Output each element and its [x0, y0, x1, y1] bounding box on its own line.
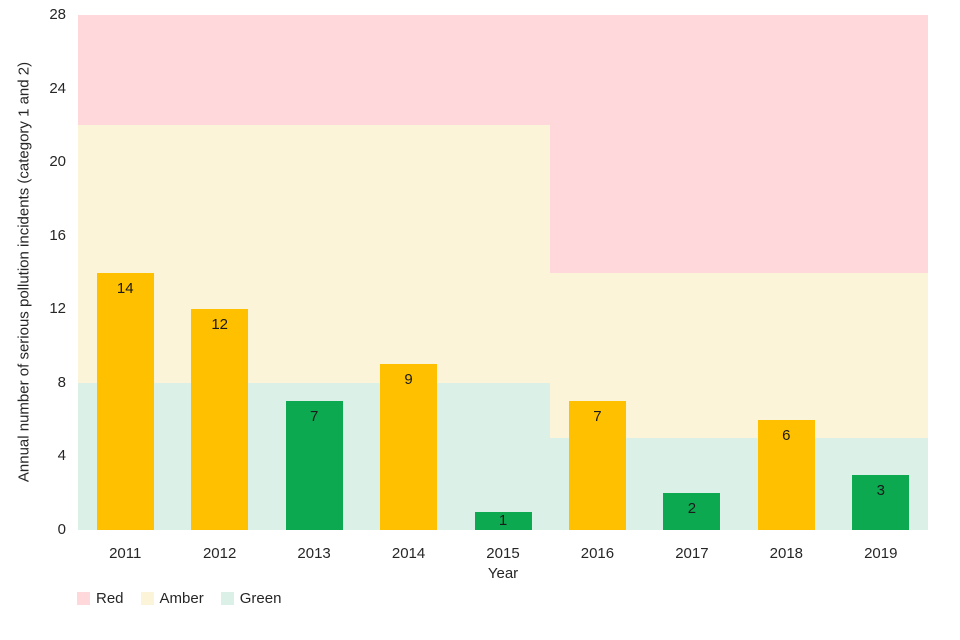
x-tick-2016: 2016 — [580, 545, 615, 562]
legend-swatch-green — [220, 592, 234, 605]
x-tick-2018: 2018 — [769, 545, 804, 562]
bar-label-2011: 14 — [116, 279, 134, 297]
zone-red-period-1 — [78, 15, 551, 126]
bar-2016 — [568, 401, 626, 530]
zone-layer — [78, 15, 928, 530]
bar-label-2012: 12 — [211, 316, 228, 334]
legend-label-red: Red — [96, 590, 124, 607]
legend: Red Amber Green — [77, 590, 298, 607]
bar-2019 — [852, 474, 910, 530]
bar-2013 — [285, 401, 343, 530]
x-tick-2017: 2017 — [675, 545, 709, 562]
legend-item-green: Green — [220, 590, 282, 607]
bar-label-2015: 1 — [498, 511, 508, 529]
x-tick-2011: 2011 — [109, 545, 142, 562]
legend-label-amber: Amber — [159, 590, 204, 607]
x-tick-2012: 2012 — [202, 545, 237, 562]
bar-layer: 14 12 7 9 1 7 2 6 3 — [78, 15, 928, 530]
y-axis-ticks: 0 4 8 12 16 20 24 28 — [0, 6, 66, 538]
legend-swatch-amber — [140, 592, 154, 605]
legend-label-green: Green — [239, 590, 282, 607]
x-tick-2019: 2019 — [864, 545, 898, 562]
y-tick-12: 12 — [49, 300, 66, 318]
legend-swatch-red — [77, 592, 90, 605]
legend-item-red: Red — [77, 590, 124, 607]
x-tick-2014: 2014 — [391, 545, 426, 562]
bar-2018 — [757, 419, 815, 530]
bar-label-2013: 7 — [309, 408, 319, 426]
x-tick-2015: 2015 — [486, 545, 520, 562]
y-tick-0: 0 — [57, 521, 66, 538]
bar-label-2014: 9 — [404, 371, 413, 389]
y-tick-8: 8 — [57, 373, 66, 391]
x-axis-ticks: 2011 2012 2013 2014 2015 2016 2017 2018 2019 — [78, 545, 928, 563]
x-tick-2013: 2013 — [297, 545, 331, 562]
y-tick-20: 20 — [49, 153, 66, 171]
bar-label-2018: 6 — [782, 426, 791, 444]
bar-2015 — [474, 511, 532, 530]
zone-red-period-2 — [550, 15, 928, 273]
zone-amber-period-1 — [78, 125, 551, 383]
bar-label-2016: 7 — [593, 408, 602, 426]
bar-2017 — [663, 493, 721, 530]
bar-2011 — [96, 272, 154, 530]
bar-2012 — [191, 309, 249, 530]
plot-area: 14 12 7 9 1 7 2 6 3 — [78, 15, 928, 530]
bar-2014 — [380, 364, 438, 530]
bar-label-2017: 2 — [687, 500, 697, 518]
y-tick-28: 28 — [49, 6, 66, 23]
bar-label-2019: 3 — [876, 481, 885, 499]
legend-item-amber: Amber — [140, 590, 204, 607]
y-tick-24: 24 — [49, 79, 66, 97]
x-axis-title: Year — [487, 565, 519, 582]
y-tick-16: 16 — [49, 226, 66, 244]
y-tick-4: 4 — [57, 447, 66, 465]
